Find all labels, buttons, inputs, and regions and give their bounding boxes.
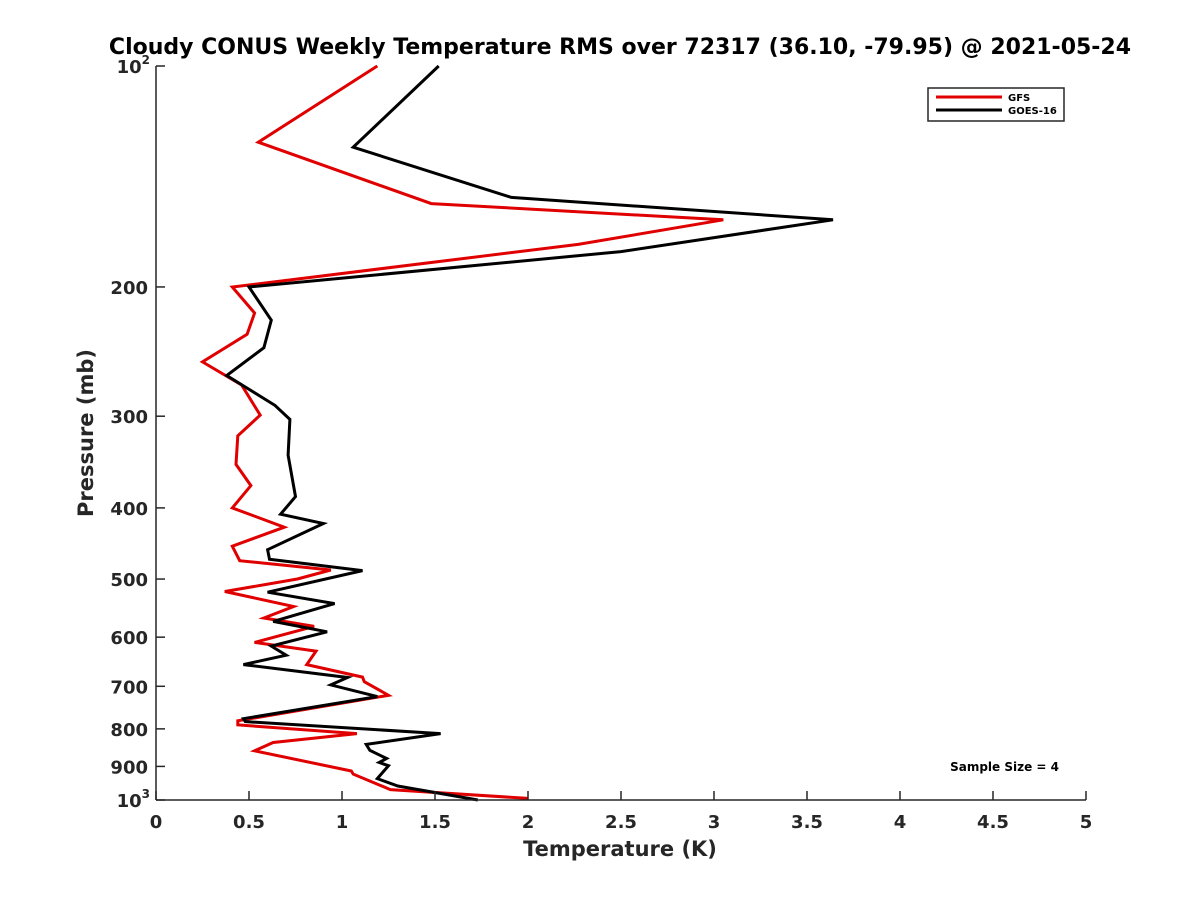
x-tick-label: 2 xyxy=(522,812,535,833)
x-tick-label: 4 xyxy=(894,812,907,833)
legend-label-gfs: GFS xyxy=(1008,93,1030,104)
x-tick-label: 3.5 xyxy=(791,812,823,833)
y-axis-label: Pressure (mb) xyxy=(74,349,98,517)
x-tick-label: 4.5 xyxy=(977,812,1009,833)
y-tick-label: 103 xyxy=(117,787,150,812)
x-axis-label: Temperature (K) xyxy=(523,837,717,861)
sample-size-annotation: Sample Size = 4 xyxy=(950,760,1059,774)
y-tick-label: 102 xyxy=(117,53,150,78)
x-tick-label: 2.5 xyxy=(605,812,637,833)
y-tick-label: 400 xyxy=(110,499,148,520)
x-tick-label: 1.5 xyxy=(419,812,451,833)
plot-background xyxy=(156,66,1086,800)
y-tick-label: 700 xyxy=(110,677,148,698)
axes-layer: 0 0.5 1 1.5 2 2.5 3 3.5 4 4.5 5 102 200 300 400 500 600 7… xyxy=(110,53,1092,833)
y-tick-label: 200 xyxy=(110,278,148,299)
y-tick-label: 900 xyxy=(110,757,148,778)
legend-label-goes-16: GOES-16 xyxy=(1008,106,1057,117)
y-tick-label: 300 xyxy=(110,407,148,428)
x-tick-label: 3 xyxy=(708,812,721,833)
y-tick-label: 800 xyxy=(110,720,148,741)
legend: GFS GOES-16 xyxy=(927,87,1065,122)
x-tick-label: 0 xyxy=(150,812,163,833)
plot-area xyxy=(156,66,1086,800)
x-tick-label: 5 xyxy=(1080,812,1093,833)
y-tick-label: 600 xyxy=(110,628,148,649)
x-tick-label: 1 xyxy=(336,812,349,833)
legend-box xyxy=(927,87,1065,122)
chart-title: Cloudy CONUS Weekly Temperature RMS over… xyxy=(109,35,1131,60)
x-tick-label: 0.5 xyxy=(233,812,265,833)
series-layer xyxy=(199,64,834,802)
y-tick-label: 500 xyxy=(110,570,148,591)
